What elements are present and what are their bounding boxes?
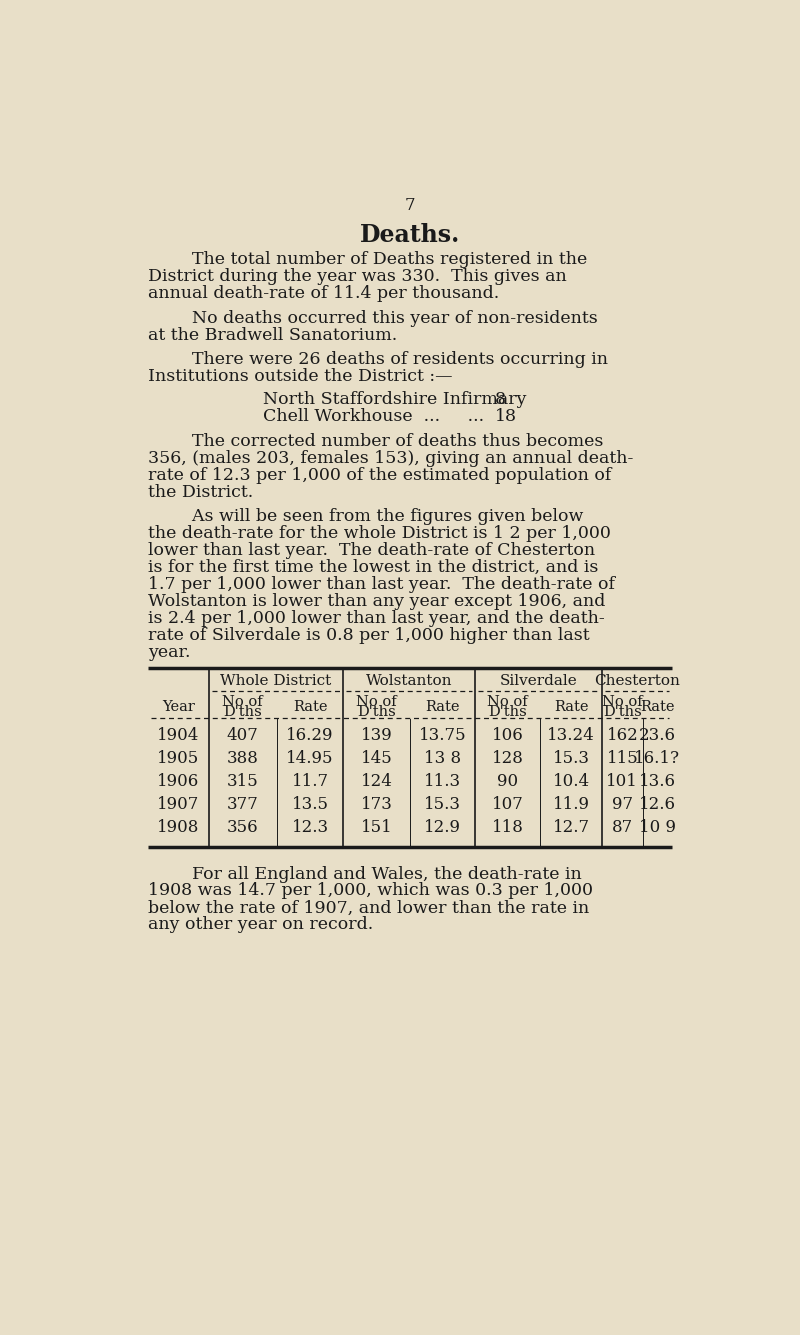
Text: any other year on record.: any other year on record. [148,916,374,933]
Text: Rate: Rate [426,700,460,714]
Text: Whole District: Whole District [220,674,331,688]
Text: 18: 18 [495,409,518,425]
Text: Chell Workhouse  ...     ...: Chell Workhouse ... ... [262,409,495,425]
Text: Institutions outside the District :—: Institutions outside the District :— [148,368,453,384]
Text: 13 8: 13 8 [424,750,461,768]
Text: No deaths occurred this year of non-residents: No deaths occurred this year of non-resi… [148,310,598,327]
Text: Rate: Rate [640,700,674,714]
Text: 13.75: 13.75 [418,728,466,744]
Text: 1906: 1906 [157,773,199,790]
Text: rate of Silverdale is 0.8 per 1,000 higher than last: rate of Silverdale is 0.8 per 1,000 high… [148,627,590,643]
Text: There were 26 deaths of residents occurring in: There were 26 deaths of residents occurr… [148,351,608,368]
Text: 407: 407 [226,728,258,744]
Text: D'ths: D'ths [223,705,262,720]
Text: 16.29: 16.29 [286,728,334,744]
Text: 139: 139 [361,728,393,744]
Text: Wolstanton is lower than any year except 1906, and: Wolstanton is lower than any year except… [148,593,606,610]
Text: 128: 128 [492,750,523,768]
Text: Deaths.: Deaths. [360,223,460,247]
Text: 11.7: 11.7 [291,773,329,790]
Text: year.: year. [148,643,190,661]
Text: Chesterton: Chesterton [594,674,680,688]
Text: The total number of Deaths registered in the: The total number of Deaths registered in… [148,251,587,268]
Text: 10.4: 10.4 [553,773,590,790]
Text: Wolstanton: Wolstanton [366,674,453,688]
Text: at the Bradwell Sanatorium.: at the Bradwell Sanatorium. [148,327,398,343]
Text: annual death-rate of 11.4 per thousand.: annual death-rate of 11.4 per thousand. [148,284,499,302]
Text: 10 9: 10 9 [638,820,676,836]
Text: 11.3: 11.3 [424,773,461,790]
Text: 145: 145 [361,750,393,768]
Text: below the rate of 1907, and lower than the rate in: below the rate of 1907, and lower than t… [148,900,590,916]
Text: 14.95: 14.95 [286,750,334,768]
Text: D'ths: D'ths [488,705,527,720]
Text: 97: 97 [612,796,633,813]
Text: The corrected number of deaths thus becomes: The corrected number of deaths thus beco… [148,433,603,450]
Text: For all England and Wales, the death-rate in: For all England and Wales, the death-rat… [148,865,582,882]
Text: 7: 7 [405,198,415,214]
Text: No of: No of [602,694,642,709]
Text: 16.1?: 16.1? [634,750,680,768]
Text: No of: No of [356,694,397,709]
Text: 162: 162 [606,728,638,744]
Text: 356: 356 [226,820,258,836]
Text: 12.9: 12.9 [424,820,461,836]
Text: D'ths: D'ths [603,705,642,720]
Text: 173: 173 [361,796,393,813]
Text: is for the first time the lowest in the district, and is: is for the first time the lowest in the … [148,559,598,577]
Text: 8: 8 [495,391,506,409]
Text: the death-rate for the whole District is 1 2 per 1,000: the death-rate for the whole District is… [148,525,611,542]
Text: 118: 118 [492,820,523,836]
Text: As will be seen from the figures given below: As will be seen from the figures given b… [148,509,583,525]
Text: 124: 124 [361,773,393,790]
Text: 11.9: 11.9 [553,796,590,813]
Text: 12.7: 12.7 [553,820,590,836]
Text: D'ths: D'ths [358,705,396,720]
Text: Rate: Rate [293,700,327,714]
Text: the District.: the District. [148,483,254,501]
Text: 1908: 1908 [157,820,199,836]
Text: 13.5: 13.5 [291,796,329,813]
Text: No of: No of [487,694,528,709]
Text: 15.3: 15.3 [424,796,461,813]
Text: 356, (males 203, females 153), giving an annual death-: 356, (males 203, females 153), giving an… [148,450,634,467]
Text: 151: 151 [361,820,393,836]
Text: rate of 12.3 per 1,000 of the estimated population of: rate of 12.3 per 1,000 of the estimated … [148,467,611,483]
Text: 13.6: 13.6 [638,773,676,790]
Text: 12.6: 12.6 [638,796,676,813]
Text: lower than last year.  The death-rate of Chesterton: lower than last year. The death-rate of … [148,542,595,559]
Text: 106: 106 [492,728,523,744]
Text: Rate: Rate [554,700,589,714]
Text: No of: No of [222,694,263,709]
Text: Year: Year [162,700,194,714]
Text: North Staffordshire Infirmary: North Staffordshire Infirmary [262,391,526,409]
Text: 12.3: 12.3 [291,820,329,836]
Text: 315: 315 [226,773,258,790]
Text: 87: 87 [612,820,633,836]
Text: is 2.4 per 1,000 lower than last year, and the death-: is 2.4 per 1,000 lower than last year, a… [148,610,605,627]
Text: 115: 115 [606,750,638,768]
Text: 1904: 1904 [157,728,199,744]
Text: 90: 90 [497,773,518,790]
Text: 23.6: 23.6 [638,728,676,744]
Text: 377: 377 [226,796,258,813]
Text: 1.7 per 1,000 lower than last year.  The death-rate of: 1.7 per 1,000 lower than last year. The … [148,575,615,593]
Text: 1907: 1907 [157,796,199,813]
Text: 1908 was 14.7 per 1,000, which was 0.3 per 1,000: 1908 was 14.7 per 1,000, which was 0.3 p… [148,882,593,900]
Text: 15.3: 15.3 [553,750,590,768]
Text: 1905: 1905 [157,750,199,768]
Text: 388: 388 [226,750,258,768]
Text: 107: 107 [492,796,523,813]
Text: 101: 101 [606,773,638,790]
Text: District during the year was 330.  This gives an: District during the year was 330. This g… [148,268,566,284]
Text: Silverdale: Silverdale [500,674,578,688]
Text: 13.24: 13.24 [547,728,595,744]
